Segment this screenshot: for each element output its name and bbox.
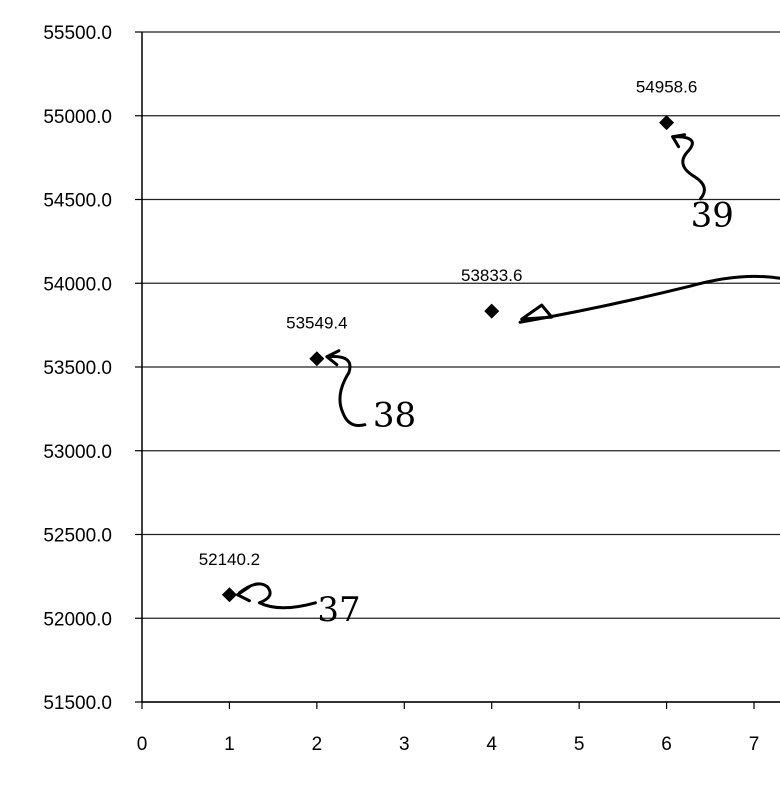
y-tick-label: 53000.0	[43, 442, 112, 463]
data-label: 53833.6	[461, 266, 522, 285]
x-tick-label: 6	[661, 734, 672, 755]
x-tick-label: 4	[486, 734, 497, 755]
data-label: 52140.2	[199, 550, 260, 569]
data-point-diamond	[659, 115, 675, 131]
annotation-arrow-long	[518, 274, 780, 324]
annotation-arrow-37	[235, 582, 317, 610]
axes	[135, 31, 780, 709]
y-tick-label: 55500.0	[43, 23, 112, 44]
x-tick-label: 1	[224, 734, 235, 755]
data-label: 54958.6	[636, 78, 697, 97]
y-tick-label: 52000.0	[43, 609, 112, 630]
x-tick-label: 7	[749, 734, 760, 755]
annotation-arrow-38	[325, 349, 367, 427]
data-point-diamond	[484, 303, 500, 319]
x-tick-label: 3	[399, 734, 410, 755]
annotation-39: 39	[691, 196, 734, 236]
y-tick-label: 51500.0	[43, 693, 112, 714]
y-tick-label: 54000.0	[43, 274, 112, 295]
data-points	[221, 115, 675, 603]
data-point-diamond	[221, 587, 237, 603]
x-tick-label: 2	[312, 734, 323, 755]
annotation-arrow-39	[671, 133, 706, 201]
y-tick-label: 55000.0	[43, 107, 112, 128]
x-tick-label: 0	[137, 734, 148, 755]
y-tick-label: 52500.0	[43, 526, 112, 547]
data-point-diamond	[309, 351, 325, 367]
handwritten-annotations: 37 38 39	[235, 133, 780, 630]
annotation-38: 38	[373, 396, 416, 436]
y-tick-label: 54500.0	[43, 191, 112, 212]
data-label: 53549.4	[286, 314, 347, 333]
data-labels: 52140.2 53549.4 53833.6 54958.6	[199, 78, 698, 569]
y-tick-label: 53500.0	[43, 358, 112, 379]
y-axis-tick-labels: 51500.0 52000.0 52500.0 53000.0 53500.0 54000…	[43, 23, 112, 714]
annotation-37: 37	[317, 590, 360, 630]
x-tick-label: 5	[574, 734, 585, 755]
gridlines	[142, 31, 780, 703]
x-axis-tick-labels: 0 1 2 3 4 5 6 7	[137, 734, 760, 755]
